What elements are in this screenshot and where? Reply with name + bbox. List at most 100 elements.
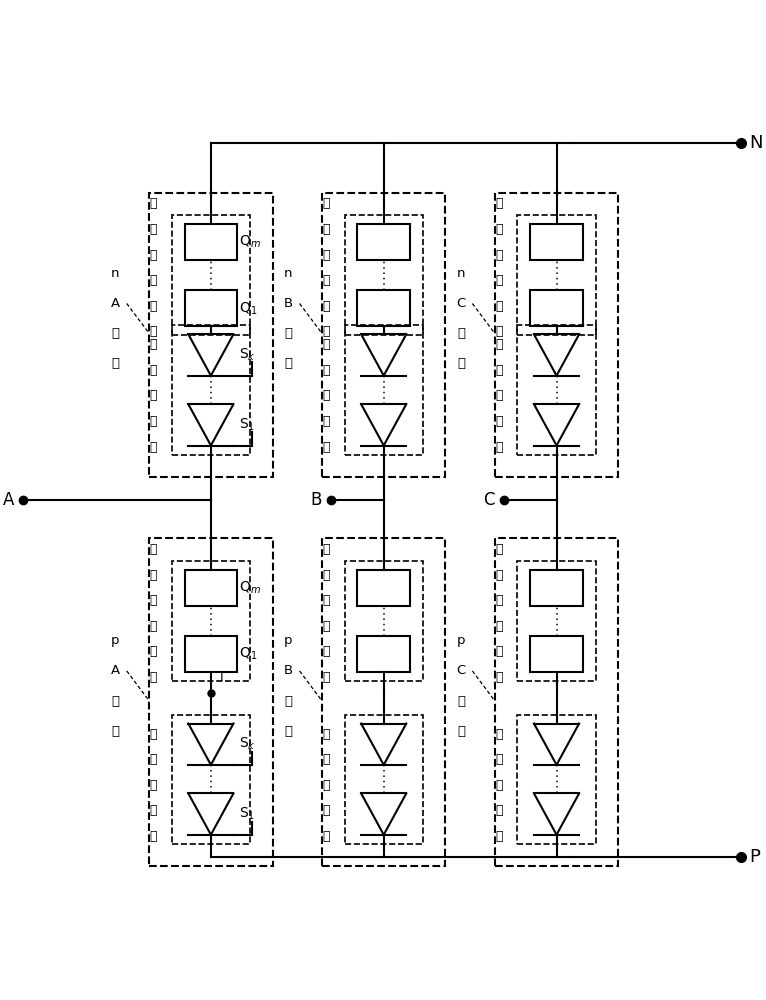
Text: 串: 串 [149, 197, 157, 210]
Text: 管: 管 [322, 249, 329, 262]
Text: 阀: 阀 [322, 223, 329, 236]
Bar [358, 224, 410, 260]
Bar [185, 290, 237, 326]
Text: p: p [457, 634, 466, 647]
Text: 闸: 闸 [322, 804, 329, 817]
Text: 臂: 臂 [284, 695, 293, 708]
Text: A: A [111, 664, 120, 677]
Text: 阀: 阀 [495, 753, 502, 766]
Bar [185, 636, 237, 672]
Bar [518, 325, 596, 455]
Text: n: n [111, 267, 119, 280]
Text: 可: 可 [149, 671, 157, 684]
Text: Q$_1$: Q$_1$ [240, 300, 258, 317]
Text: 桥: 桥 [457, 357, 465, 370]
Text: 管: 管 [149, 389, 157, 402]
Text: A: A [111, 297, 120, 310]
Text: 阀: 阀 [322, 753, 329, 766]
Text: 管: 管 [495, 389, 502, 402]
Bar [530, 290, 583, 326]
Text: C: C [457, 297, 466, 310]
Text: 晶: 晶 [149, 441, 157, 454]
Text: 关: 关 [149, 645, 157, 658]
Bar [530, 636, 583, 672]
Text: 阀: 阀 [322, 569, 329, 582]
Text: 可: 可 [322, 325, 329, 338]
Text: 闸: 闸 [322, 415, 329, 428]
Text: 管: 管 [149, 594, 157, 607]
Text: B: B [283, 664, 293, 677]
Text: 断: 断 [322, 274, 329, 287]
Bar [149, 193, 273, 477]
Bar [185, 570, 237, 606]
Text: 串: 串 [149, 338, 157, 351]
Bar [518, 715, 596, 844]
Text: 关: 关 [495, 645, 502, 658]
Text: S$_k$: S$_k$ [240, 736, 257, 752]
Text: 桥: 桥 [112, 357, 119, 370]
Text: C: C [457, 664, 466, 677]
Bar [172, 561, 250, 681]
Text: 阀: 阀 [495, 364, 502, 377]
Text: 串: 串 [322, 543, 329, 556]
Text: 臂: 臂 [284, 327, 293, 340]
Text: n: n [284, 267, 293, 280]
Bar [358, 636, 410, 672]
Text: 闸: 闸 [149, 415, 157, 428]
Text: 管: 管 [495, 249, 502, 262]
Text: S$_k$: S$_k$ [240, 347, 257, 363]
Bar [149, 538, 273, 866]
Text: 串: 串 [495, 728, 502, 741]
Text: 桥: 桥 [284, 725, 293, 738]
Text: 闸: 闸 [149, 804, 157, 817]
Text: 串: 串 [322, 338, 329, 351]
Text: 管: 管 [322, 779, 329, 792]
Text: 管: 管 [495, 594, 502, 607]
Bar [518, 215, 596, 335]
Text: 闸: 闸 [495, 415, 502, 428]
Bar [345, 715, 423, 844]
Text: 串: 串 [495, 338, 502, 351]
Text: p: p [111, 634, 119, 647]
Bar [495, 538, 618, 866]
Bar [518, 561, 596, 681]
Text: 阀: 阀 [149, 223, 157, 236]
Text: 阀: 阀 [322, 364, 329, 377]
Bar [530, 570, 583, 606]
Text: N: N [749, 134, 762, 152]
Text: Q$_m$: Q$_m$ [240, 234, 261, 250]
Bar [172, 325, 250, 455]
Bar [530, 224, 583, 260]
Text: 管: 管 [322, 389, 329, 402]
Text: 关: 关 [495, 300, 502, 313]
Text: 串: 串 [322, 728, 329, 741]
Text: 阀: 阀 [149, 364, 157, 377]
Text: 关: 关 [322, 300, 329, 313]
Text: 串: 串 [495, 197, 502, 210]
Bar [185, 224, 237, 260]
Text: 串: 串 [149, 543, 157, 556]
Text: 阀: 阀 [149, 753, 157, 766]
Text: 桥: 桥 [457, 725, 465, 738]
Bar [172, 215, 250, 335]
Bar [172, 715, 250, 844]
Text: 管: 管 [149, 249, 157, 262]
Text: 臂: 臂 [457, 695, 465, 708]
Text: 阀: 阀 [495, 223, 502, 236]
Text: 可: 可 [322, 671, 329, 684]
Text: 关: 关 [322, 645, 329, 658]
Text: 管: 管 [495, 779, 502, 792]
Bar [322, 193, 445, 477]
Text: 串: 串 [495, 543, 502, 556]
Text: 阀: 阀 [149, 569, 157, 582]
Text: 可: 可 [149, 325, 157, 338]
Text: 桥: 桥 [284, 357, 293, 370]
Text: 可: 可 [495, 671, 502, 684]
Text: 臂: 臂 [457, 327, 465, 340]
Text: 桥: 桥 [112, 725, 119, 738]
Text: 断: 断 [149, 620, 157, 633]
Text: A: A [2, 491, 14, 509]
Bar [345, 215, 423, 335]
Text: 晶: 晶 [322, 441, 329, 454]
Text: 串: 串 [322, 197, 329, 210]
